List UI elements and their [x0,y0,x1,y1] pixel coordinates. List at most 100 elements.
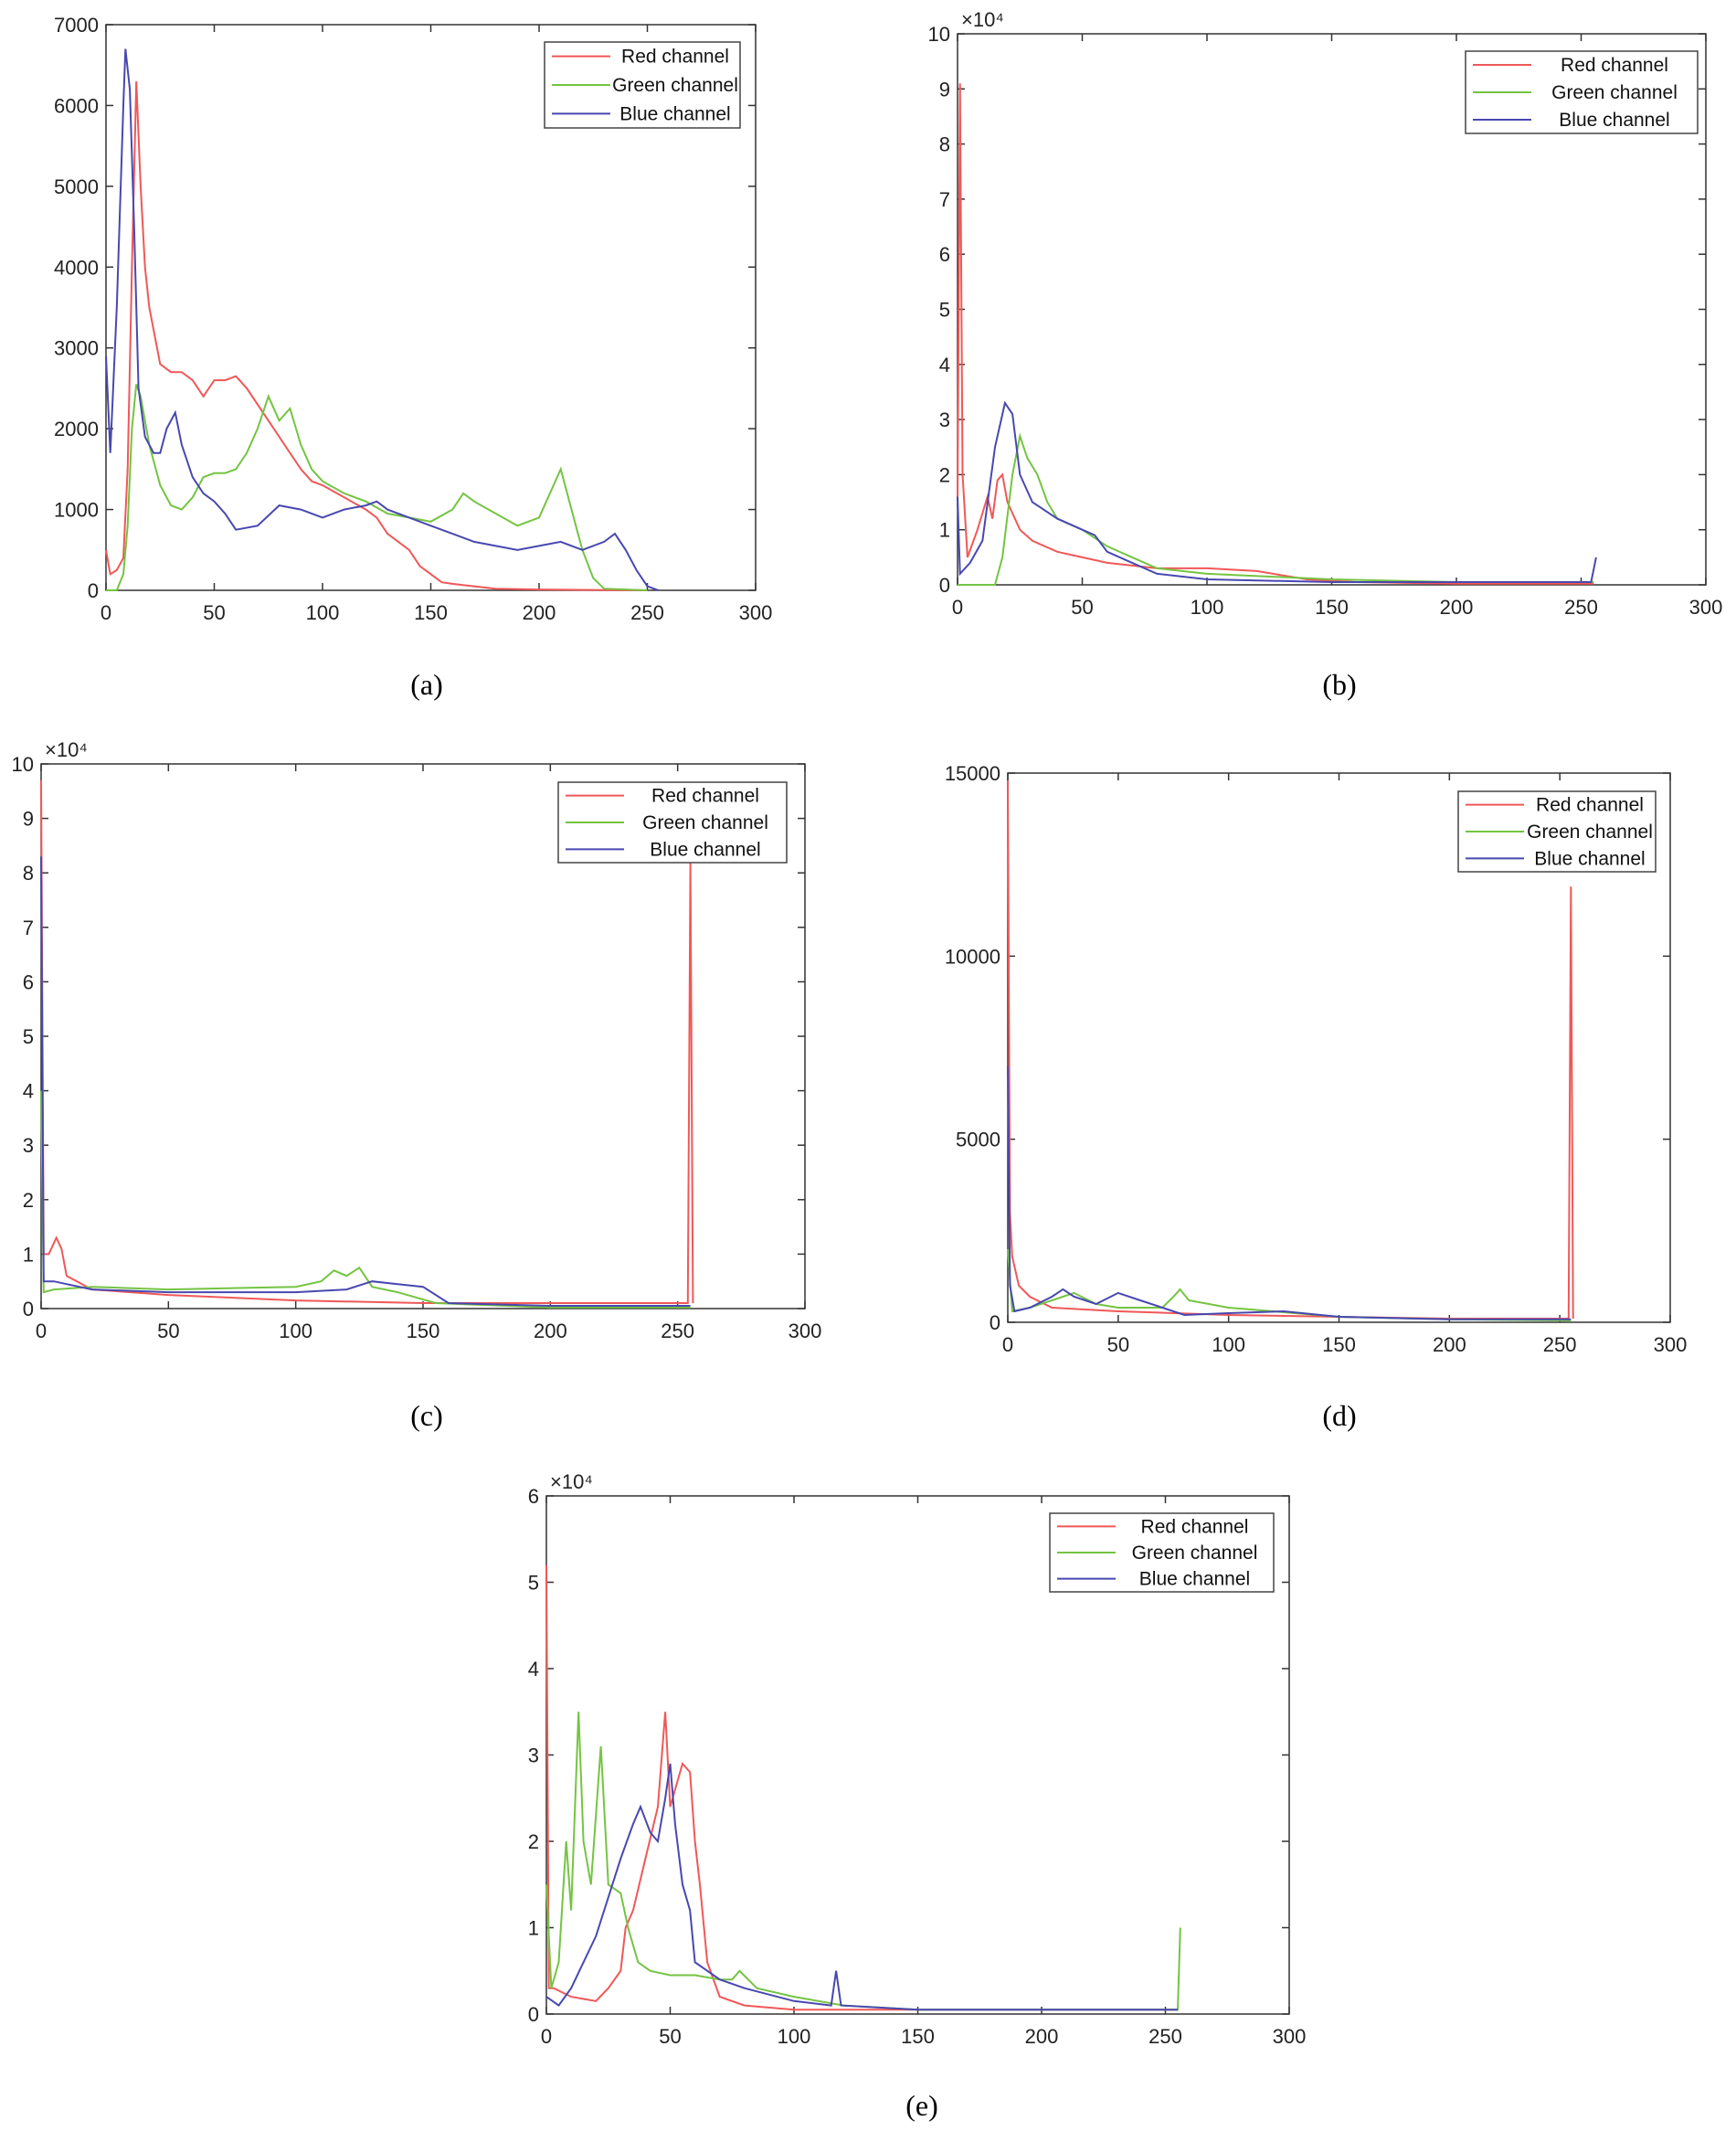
x-tick-label: 100 [279,1320,312,1342]
y-tick-label: 5000 [956,1129,1000,1151]
series-line-green [106,384,648,591]
legend-label: Red channel [651,786,759,807]
series-line-red [105,80,648,591]
y-tick-label: 0 [939,574,950,597]
x-tick-label: 100 [778,2025,811,2048]
x-tick-label: 100 [1191,596,1224,619]
y-tick-label: 3 [23,1134,34,1157]
series-line-green [40,1090,691,1309]
x-tick-label: 200 [1440,596,1474,619]
legend-label: Green channel [612,75,738,96]
legend: Red channel Green channel Blue channel [544,41,741,129]
legend-label: Green channel [642,812,768,833]
y-tick-label: 3000 [54,337,99,360]
panel-caption: (e) [905,2089,938,2122]
y-tick-label: 10 [12,753,34,776]
y-tick-label: 2 [23,1189,34,1212]
y-tick-label: 2 [528,1830,539,1853]
y-tick-label: 6 [939,243,950,266]
x-tick-label: 0 [952,596,963,619]
legend-label: Blue channel [1559,110,1669,131]
series-line-blue [1007,1066,1572,1320]
legend-label: Blue channel [650,839,760,860]
legend-label: Red channel [1561,55,1668,76]
x-tick-label: 300 [739,601,773,624]
series-line-red [957,83,1594,585]
x-tick-label: 100 [1212,1333,1245,1356]
y-multiplier-label: ×10⁴ [45,738,88,761]
panel-caption: (c) [410,1399,443,1432]
y-tick-label: 5000 [54,175,99,198]
panel-caption: (a) [410,668,443,701]
x-tick-label: 200 [534,1320,567,1342]
x-tick-label: 150 [1322,1333,1356,1356]
chart-panel-a: 0 50 100 150 200 250 3000100020003000400050006… [54,14,772,701]
x-tick-label: 0 [1002,1333,1013,1356]
series-line-blue [957,400,1597,583]
y-tick-label: 8 [939,133,950,156]
y-tick-label: 5 [939,299,950,322]
y-tick-label: 4000 [54,256,99,279]
y-tick-label: 1 [23,1243,34,1266]
x-tick-label: 50 [1071,596,1093,619]
y-multiplier-label: ×10⁴ [961,8,1004,31]
x-tick-label: 0 [36,1320,47,1342]
y-tick-label: 4 [939,354,950,376]
x-tick-label: 50 [1107,1333,1129,1356]
x-tick-label: 50 [157,1320,179,1342]
legend-label: Blue channel [1534,848,1645,869]
x-tick-label: 100 [306,601,340,624]
chart-panel-d: 0 50 100 150 200 250 300 0 5000 10000 15000 Red cha… [945,762,1688,1432]
y-tick-label: 5 [23,1025,34,1048]
legend-label: Green channel [1551,82,1678,103]
y-tick-label: 1000 [54,499,99,522]
x-tick-label: 50 [659,2025,681,2048]
y-tick-label: 7 [939,188,950,211]
x-tick-label: 150 [1315,596,1349,619]
y-tick-label: 15000 [945,762,1000,785]
legend-label: Blue channel [1139,1569,1250,1590]
legend: Red channel Green channel Blue channel [1049,1512,1275,1593]
x-tick-label: 150 [414,601,448,624]
y-tick-label: 3 [528,1744,539,1767]
x-tick-label: 200 [1025,2025,1059,2048]
series-line-red [545,1564,1178,2011]
y-tick-label: 10000 [945,945,1000,968]
series-line-red [40,779,694,1304]
x-tick-label: 250 [630,601,664,624]
x-tick-label: 200 [523,601,556,624]
y-tick-label: 1 [939,519,950,542]
x-tick-label: 300 [1273,2025,1307,2048]
legend-label: Red channel [1536,795,1644,816]
chart-panel-e: 0 50 100 150 200 250 300 0 1 2 3 4 5 6 ×10⁴ Red channel… [528,1470,1307,2122]
y-tick-label: 9 [23,808,34,831]
y-tick-label: 6 [23,970,34,993]
y-tick-label: 1 [528,1917,539,1940]
legend: Red channel Green channel Blue channel [1465,50,1699,134]
legend: Red channel Green channel Blue channel [557,781,788,864]
series-line-red [1007,779,1574,1320]
chart-panel-c: 0 50 100 150 200 250 300 0 1 2 3 4 5 6 7 8 9 10 ×10⁴ Red ch… [12,738,822,1432]
x-tick-label: 300 [789,1320,822,1342]
y-multiplier-label: ×10⁴ [550,1470,593,1493]
chart-panel-b: 0 50 100 150 200 250 300 0 1 2 3 4 5 6 7 8 9 10 ×10⁴ Red ch… [928,8,1723,701]
x-tick-label: 300 [1689,596,1723,619]
y-tick-label: 8 [23,862,34,885]
y-tick-label: 3 [939,408,950,431]
y-tick-label: 0 [528,2003,539,2026]
legend-label: Red channel [621,47,729,68]
x-tick-label: 150 [901,2025,935,2048]
y-tick-label: 4 [23,1080,34,1103]
x-tick-label: 300 [1654,1333,1688,1356]
x-tick-label: 150 [407,1320,440,1342]
x-tick-label: 200 [1433,1333,1466,1356]
series-line-blue [105,48,659,591]
y-tick-label: 7000 [54,14,99,37]
y-tick-label: 6 [528,1485,539,1508]
legend-label: Green channel [1527,822,1653,843]
y-tick-label: 6000 [54,94,99,117]
y-tick-label: 2 [939,463,950,486]
y-tick-label: 10 [928,23,950,46]
y-tick-label: 9 [939,78,950,101]
